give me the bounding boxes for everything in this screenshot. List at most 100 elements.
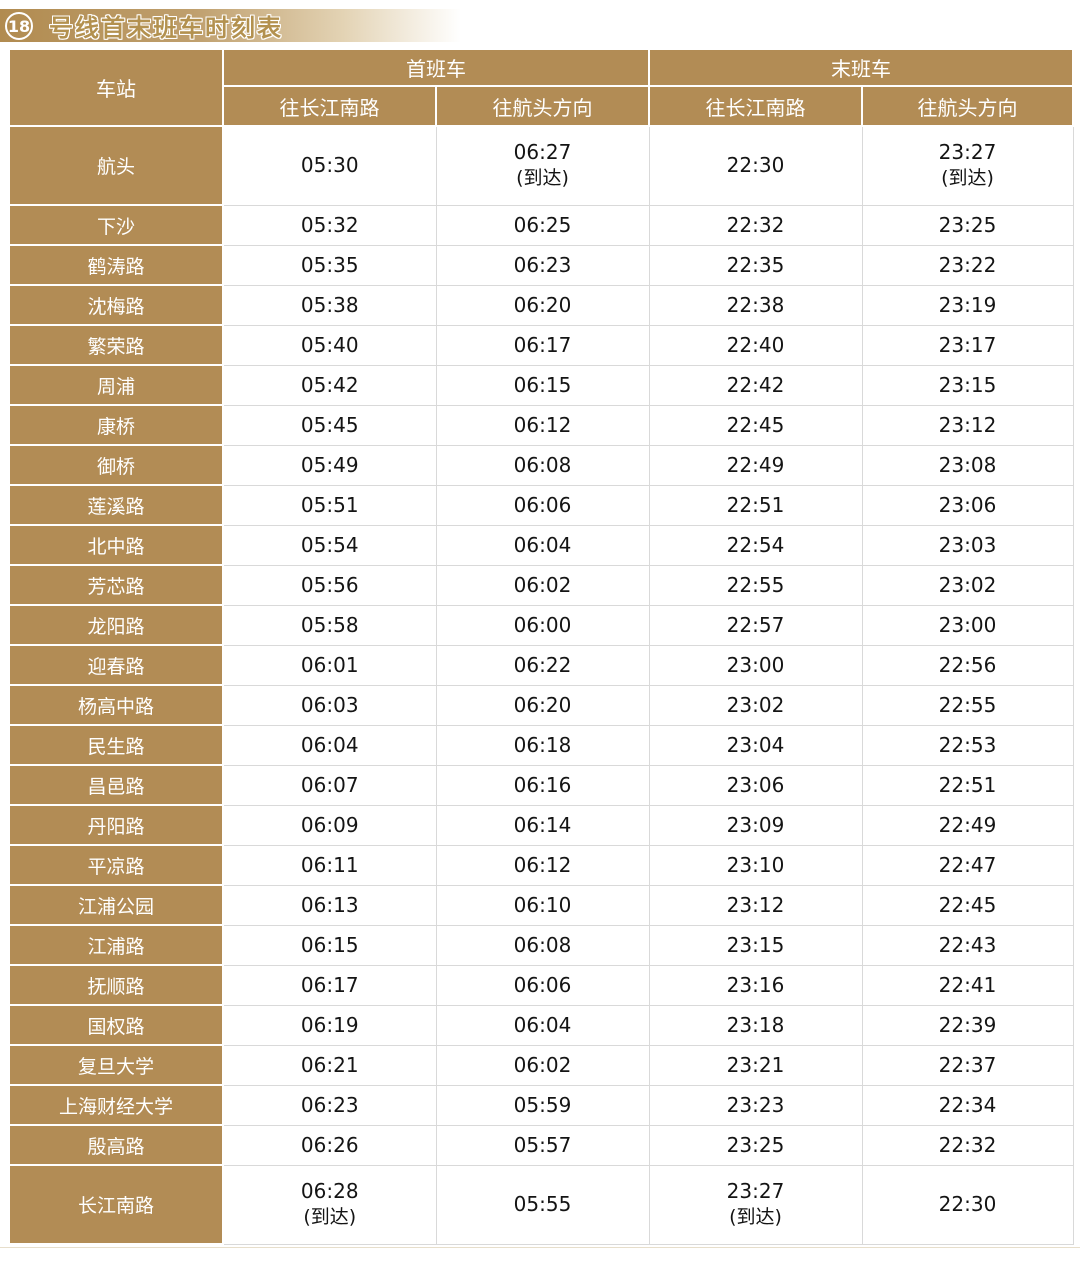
time-value: 05:40 (300, 332, 359, 357)
time-cell: 23:09 (648, 804, 863, 846)
header-first-train: 首班车 (222, 48, 650, 87)
time-cell: 22:49 (648, 444, 863, 486)
time-cell: 23:00 (648, 644, 863, 686)
time-value: 22:41 (938, 972, 997, 997)
station-name-cell: 国权路 (8, 1004, 224, 1046)
time-value: 05:58 (300, 612, 359, 637)
time-cell: 06:08 (435, 444, 650, 486)
time-value: 05:57 (513, 1132, 572, 1157)
time-cell: 23:16 (648, 964, 863, 1006)
time-cell: 23:21 (648, 1044, 863, 1086)
time-cell: 23:02 (861, 564, 1074, 606)
time-value: 06:10 (513, 892, 572, 917)
time-cell: 22:47 (861, 844, 1074, 886)
time-value: 06:12 (513, 852, 572, 877)
time-value: 06:26 (300, 1132, 359, 1157)
time-value: 22:45 (938, 892, 997, 917)
time-value: 23:18 (726, 1012, 785, 1037)
line-number: 18 (7, 16, 31, 36)
time-cell: 05:54 (222, 524, 437, 566)
time-cell: 23:06 (648, 764, 863, 806)
time-value: 05:35 (300, 252, 359, 277)
table-row: 航头 05:30 06:27 (到达) 22:30 23:27 (到达) (8, 125, 1074, 206)
time-value: 05:49 (300, 452, 359, 477)
time-cell: 05:56 (222, 564, 437, 606)
time-cell: 05:55 (435, 1164, 650, 1245)
table-row: 殷高路 06:26 05:57 23:25 22:32 (8, 1124, 1074, 1166)
table-row: 莲溪路 05:51 06:06 22:51 23:06 (8, 484, 1074, 526)
time-value: 06:21 (300, 1052, 359, 1077)
time-cell: 06:17 (222, 964, 437, 1006)
time-cell: 06:21 (222, 1044, 437, 1086)
bottom-divider (0, 1247, 1080, 1248)
station-name-cell: 周浦 (8, 364, 224, 406)
time-cell: 23:06 (861, 484, 1074, 526)
table-row: 抚顺路 06:17 06:06 23:16 22:41 (8, 964, 1074, 1006)
arrival-note: (到达) (729, 1206, 782, 1229)
time-cell: 23:03 (861, 524, 1074, 566)
station-name-cell: 民生路 (8, 724, 224, 766)
time-value: 05:32 (300, 212, 359, 237)
station-name-cell: 长江南路 (8, 1164, 224, 1245)
station-name-cell: 上海财经大学 (8, 1084, 224, 1126)
station-name-cell: 莲溪路 (8, 484, 224, 526)
time-value: 23:27 (726, 1179, 785, 1204)
table-row: 国权路 06:19 06:04 23:18 22:39 (8, 1004, 1074, 1046)
time-cell: 06:23 (435, 244, 650, 286)
table-row: 芳芯路 05:56 06:02 22:55 23:02 (8, 564, 1074, 606)
time-value: 23:02 (938, 572, 997, 597)
table-row: 丹阳路 06:09 06:14 23:09 22:49 (8, 804, 1074, 846)
time-cell: 23:10 (648, 844, 863, 886)
time-value: 22:35 (726, 252, 785, 277)
time-cell: 22:42 (648, 364, 863, 406)
time-value: 06:17 (513, 332, 572, 357)
time-value: 22:38 (726, 292, 785, 317)
time-cell: 05:30 (222, 125, 437, 206)
time-cell: 22:55 (861, 684, 1074, 726)
table-row: 迎春路 06:01 06:22 23:00 22:56 (8, 644, 1074, 686)
table-row: 昌邑路 06:07 06:16 23:06 22:51 (8, 764, 1074, 806)
header-direction-hangtou-last: 往航头方向 (861, 85, 1074, 127)
time-value: 22:51 (938, 772, 997, 797)
time-value: 23:00 (938, 612, 997, 637)
time-cell: 06:17 (435, 324, 650, 366)
time-cell: 23:25 (861, 204, 1074, 246)
station-name-cell: 杨高中路 (8, 684, 224, 726)
time-value: 06:11 (300, 852, 359, 877)
time-value: 06:04 (300, 732, 359, 757)
time-value: 23:12 (938, 412, 997, 437)
station-name-cell: 沈梅路 (8, 284, 224, 326)
time-value: 23:10 (726, 852, 785, 877)
time-value: 23:06 (726, 772, 785, 797)
time-cell: 06:07 (222, 764, 437, 806)
station-name-cell: 迎春路 (8, 644, 224, 686)
time-value: 05:56 (300, 572, 359, 597)
table-row: 北中路 05:54 06:04 22:54 23:03 (8, 524, 1074, 566)
table-row: 御桥 05:49 06:08 22:49 23:08 (8, 444, 1074, 486)
time-value: 06:06 (513, 492, 572, 517)
time-cell: 23:22 (861, 244, 1074, 286)
time-value: 06:02 (513, 1052, 572, 1077)
time-value: 06:20 (513, 292, 572, 317)
time-value: 22:55 (938, 692, 997, 717)
time-value: 22:32 (938, 1132, 997, 1157)
station-name-cell: 丹阳路 (8, 804, 224, 846)
station-name-cell: 江浦路 (8, 924, 224, 966)
time-value: 06:23 (513, 252, 572, 277)
time-cell: 23:12 (861, 404, 1074, 446)
time-cell: 22:43 (861, 924, 1074, 966)
table-row: 长江南路 06:28 (到达) 05:55 23:27 (到达) 22:30 (8, 1164, 1074, 1245)
time-cell: 23:19 (861, 284, 1074, 326)
time-cell: 23:15 (648, 924, 863, 966)
time-value: 06:07 (300, 772, 359, 797)
time-cell: 06:20 (435, 284, 650, 326)
time-value: 23:08 (938, 452, 997, 477)
time-value: 06:22 (513, 652, 572, 677)
arrival-note: (到达) (941, 167, 994, 190)
time-value: 23:22 (938, 252, 997, 277)
time-value: 06:04 (513, 532, 572, 557)
header-direction-changjiang-last: 往长江南路 (648, 85, 863, 127)
time-cell: 23:02 (648, 684, 863, 726)
time-cell: 06:16 (435, 764, 650, 806)
table-row: 江浦路 06:15 06:08 23:15 22:43 (8, 924, 1074, 966)
